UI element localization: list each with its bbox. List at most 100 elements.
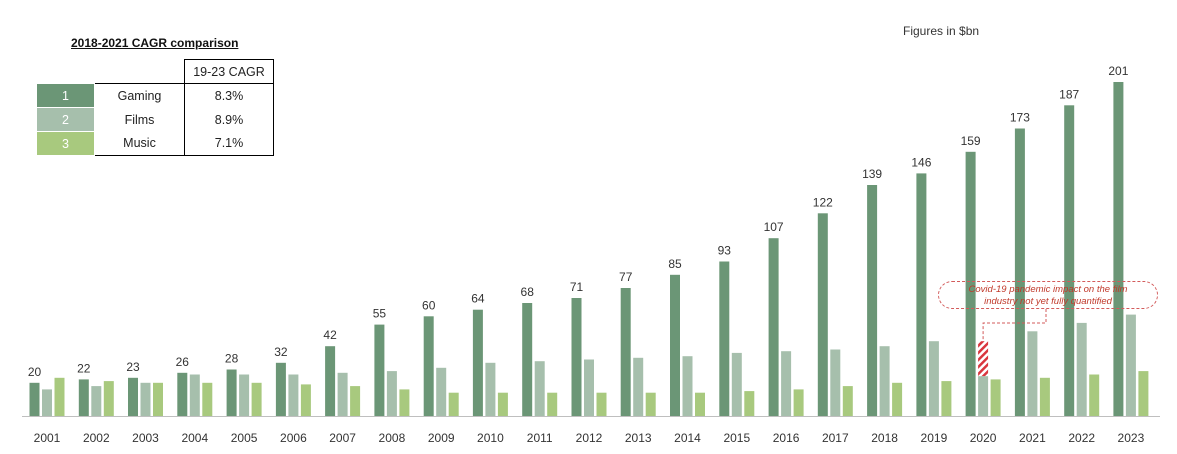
bar-gaming-2014: [670, 274, 680, 416]
bar-films-2013: [633, 357, 644, 416]
data-label-2022: 187: [1059, 87, 1079, 101]
bar-gaming-2004: [177, 372, 188, 416]
bar-films-2019: [928, 341, 939, 416]
bar-films-2002: [91, 386, 102, 416]
bar-gaming-2008: [374, 324, 385, 416]
x-tick-2010: 2010: [477, 431, 504, 445]
bar-music-2011: [547, 392, 558, 416]
bar-music-2016: [793, 389, 804, 416]
bar-films-2012: [584, 359, 594, 416]
x-tick-2004: 2004: [181, 431, 208, 445]
bar-gaming-2013: [620, 288, 631, 416]
data-label-2007: 42: [323, 328, 337, 342]
bar-gaming-2019: [916, 173, 927, 416]
x-tick-2022: 2022: [1068, 431, 1095, 445]
annotation-line-2: industry not yet fully quantified: [984, 296, 1112, 307]
data-label-2023: 201: [1108, 64, 1128, 78]
units-note: Figures in $bn: [903, 24, 980, 38]
x-tick-2019: 2019: [921, 431, 948, 445]
bar-films-2017: [830, 349, 841, 416]
data-label-2004: 26: [176, 355, 190, 369]
bar-gaming-2001: [29, 382, 40, 416]
x-tick-2015: 2015: [723, 431, 750, 445]
data-label-2005: 28: [225, 352, 239, 366]
category-name: Gaming: [94, 83, 185, 108]
x-tick-2006: 2006: [280, 431, 307, 445]
cagr-row-gaming: 1 Gaming 8.3%: [36, 83, 274, 108]
data-label-2003: 23: [126, 360, 140, 374]
cagr-value: 8.9%: [184, 107, 274, 132]
x-tick-2020: 2020: [970, 431, 997, 445]
x-tick-2014: 2014: [674, 431, 701, 445]
bar-music-2020: [990, 379, 1001, 416]
bars-group: 20 2001 22 2002 23 2003 26 2004 28 2005 32 2006 42 20…: [22, 64, 1160, 445]
bar-music-2014: [695, 392, 705, 416]
covid-annotation: Covid-19 pandemic impact on the film ind…: [938, 281, 1158, 309]
bar-films-2018: [879, 346, 890, 416]
bar-music-2008: [399, 389, 410, 416]
cagr-row-music: 3 Music 7.1%: [36, 131, 274, 156]
bar-gaming-2007: [325, 346, 336, 416]
bar-music-2002: [103, 381, 114, 416]
bar-films-2015: [731, 352, 742, 416]
cagr-header-row: 19-23 CAGR: [37, 59, 274, 84]
bar-music-2018: [892, 382, 903, 416]
bar-gaming-2009: [423, 316, 434, 416]
bar-music-2010: [497, 392, 508, 416]
bar-gaming-2021: [1014, 128, 1025, 416]
bar-films-2001: [42, 389, 52, 416]
data-label-2014: 85: [668, 257, 682, 271]
bar-gaming-2006: [275, 362, 286, 416]
x-tick-2016: 2016: [773, 431, 800, 445]
bar-films-2005: [239, 374, 250, 416]
bar-gaming-2003: [128, 377, 138, 416]
bar-music-2013: [645, 392, 656, 416]
bar-films-2006: [288, 374, 299, 416]
annotation-connector-line: [982, 309, 1047, 342]
bar-music-2023: [1138, 371, 1149, 416]
bar-films-2020-hatched: [978, 341, 989, 377]
bar-films-2004: [189, 374, 200, 416]
bar-films-2016: [781, 351, 792, 416]
bar-films-2020: [978, 376, 989, 416]
bar-films-2009: [436, 367, 447, 416]
rank-cell: 2: [36, 107, 95, 132]
bar-music-2003: [153, 382, 163, 416]
data-label-2006: 32: [274, 345, 288, 359]
bar-gaming-2010: [472, 309, 483, 416]
x-tick-2023: 2023: [1118, 431, 1145, 445]
bar-music-2009: [448, 392, 459, 416]
bar-music-2007: [350, 386, 361, 416]
data-label-2021: 173: [1010, 111, 1030, 125]
cagr-column-header: 19-23 CAGR: [184, 59, 274, 84]
x-tick-2018: 2018: [871, 431, 898, 445]
bar-music-2021: [1039, 377, 1050, 416]
rank-cell: 3: [36, 131, 95, 156]
bar-music-2001: [54, 377, 65, 416]
bar-films-2007: [337, 372, 348, 416]
bar-gaming-2002: [78, 379, 89, 416]
x-tick-2001: 2001: [34, 431, 61, 445]
bar-films-2003: [140, 382, 151, 416]
category-name: Films: [94, 107, 185, 132]
cagr-value: 8.3%: [184, 83, 274, 108]
x-tick-2009: 2009: [428, 431, 455, 445]
data-label-2002: 22: [77, 361, 91, 375]
x-tick-2013: 2013: [625, 431, 652, 445]
data-label-2020: 159: [961, 134, 981, 148]
bar-gaming-2012: [571, 298, 582, 416]
x-tick-2017: 2017: [822, 431, 849, 445]
data-label-2001: 20: [28, 365, 42, 379]
bar-films-2014: [682, 356, 693, 416]
bar-films-2021: [1027, 331, 1038, 416]
data-label-2011: 68: [521, 285, 535, 299]
data-label-2017: 122: [813, 195, 833, 209]
x-tick-2003: 2003: [132, 431, 159, 445]
bar-gaming-2017: [817, 213, 828, 416]
bar-gaming-2015: [719, 261, 730, 416]
data-label-2018: 139: [862, 167, 882, 181]
x-tick-2002: 2002: [83, 431, 110, 445]
bar-films-2022: [1076, 322, 1087, 416]
cagr-value: 7.1%: [184, 131, 274, 156]
